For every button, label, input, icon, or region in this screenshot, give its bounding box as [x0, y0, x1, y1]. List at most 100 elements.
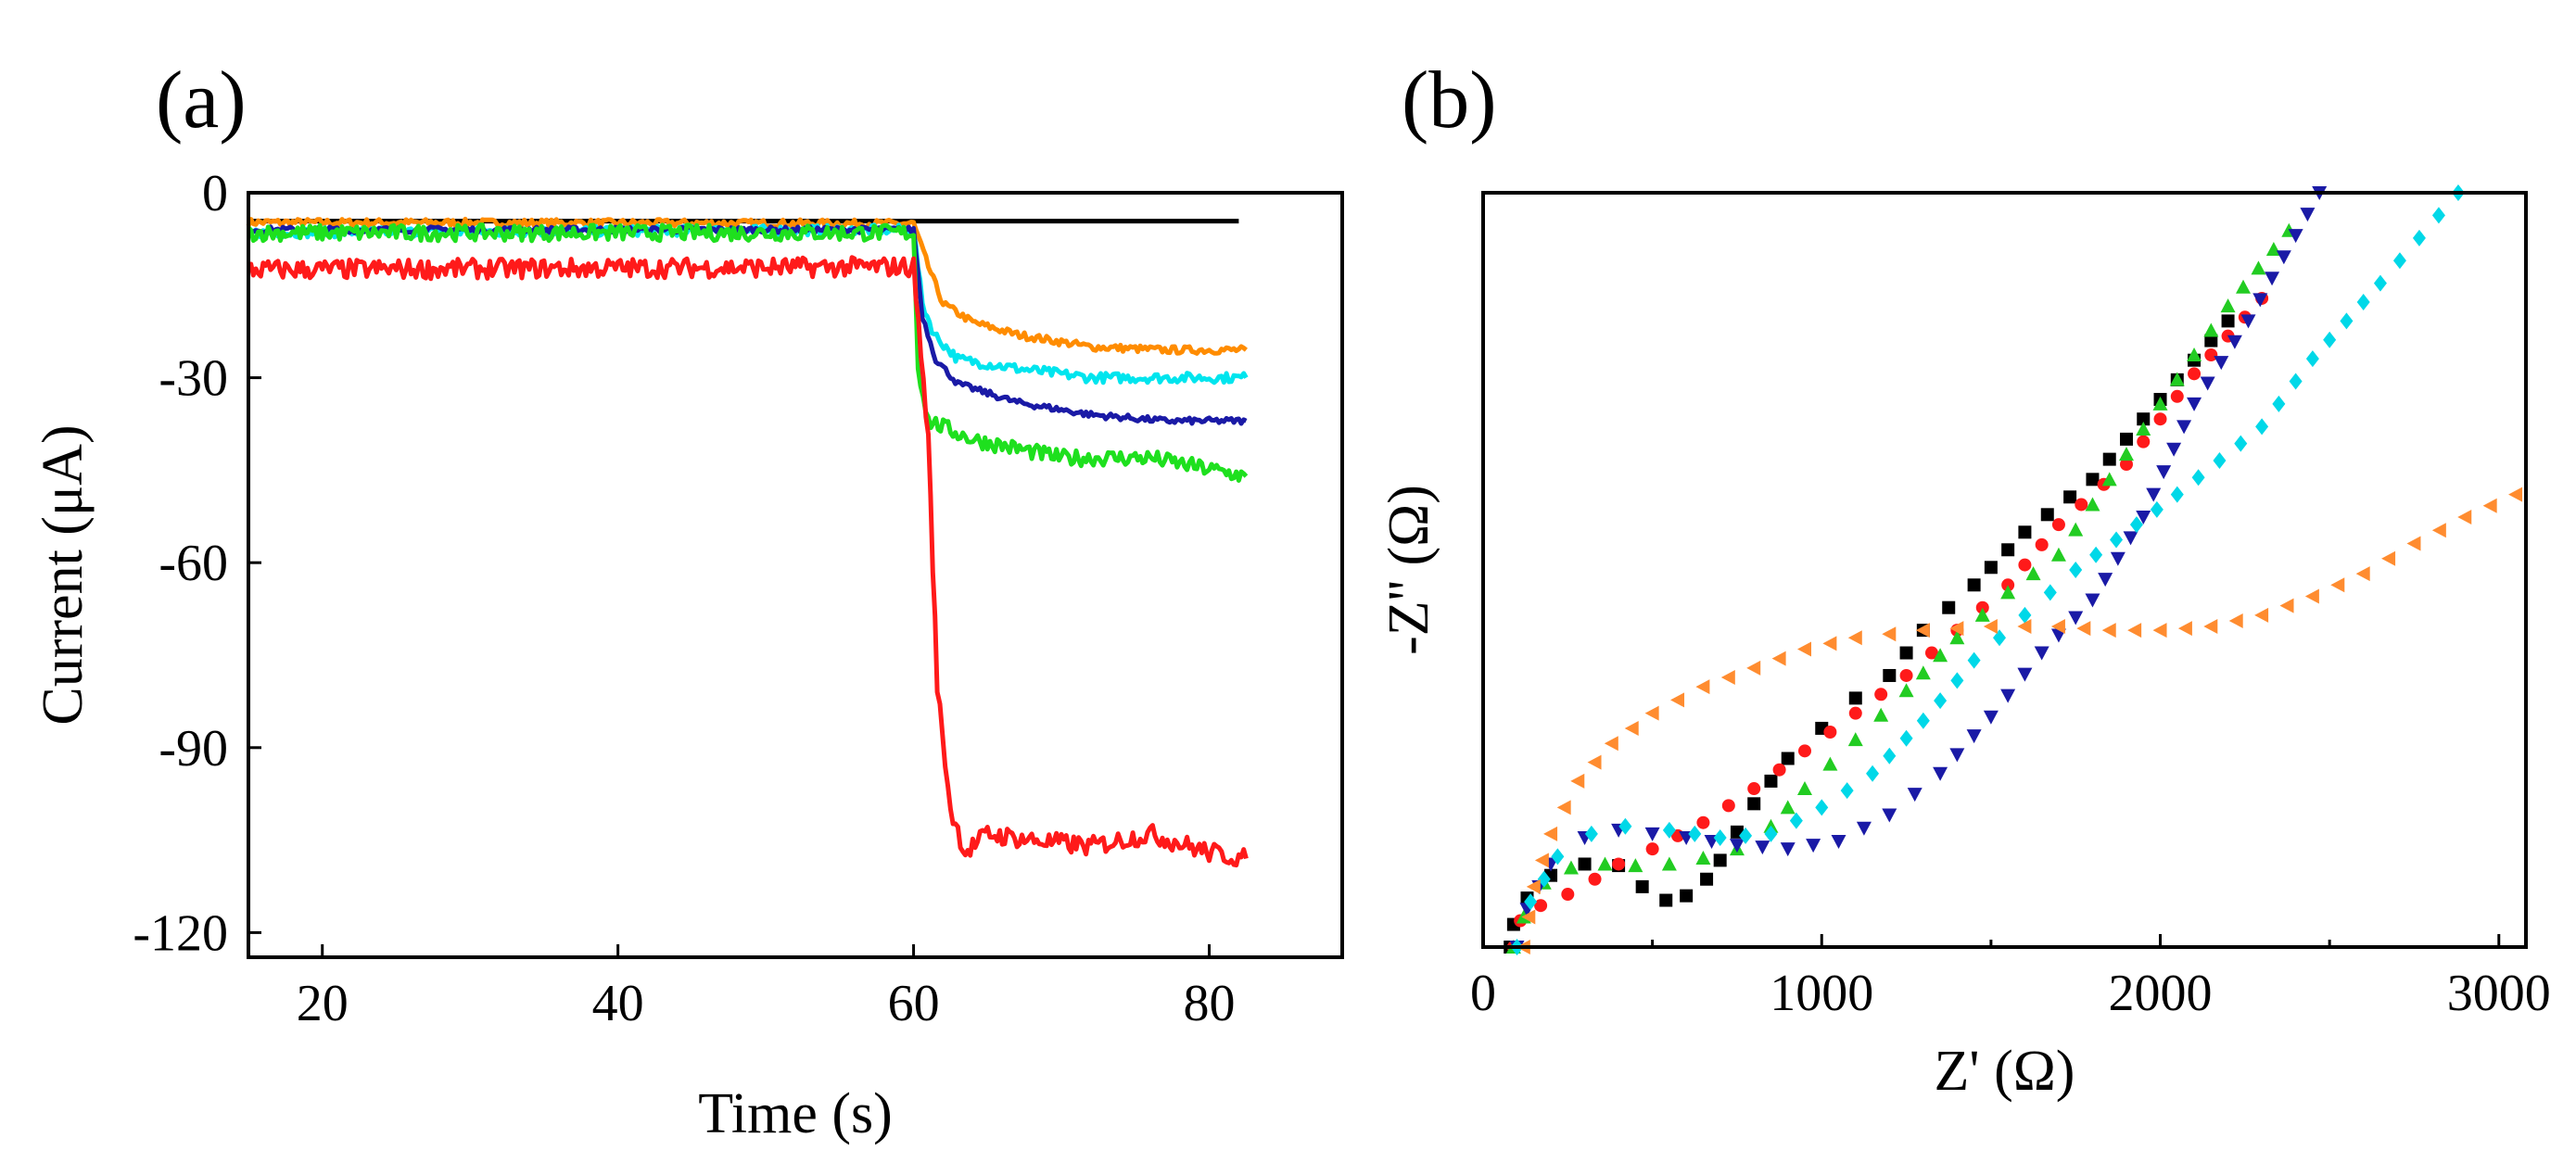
series-group-5 [1516, 487, 2523, 954]
marker-square [1942, 600, 1956, 614]
marker-triangle-up [2068, 522, 2084, 537]
marker-square [2063, 490, 2077, 504]
marker-triangle-up [2085, 497, 2100, 512]
marker-triangle-up [1597, 856, 1613, 871]
marker-diamond [1764, 825, 1778, 842]
marker-square [1713, 853, 1727, 867]
chart-b-nyquist-plot: 0 1000 2000 3000 Z' (Ω) -Z'' (Ω) [1377, 184, 2551, 1103]
marker-diamond [1688, 825, 1702, 842]
marker-square [1578, 857, 1592, 871]
x-tick-label-20: 20 [297, 975, 349, 1032]
marker-square [1764, 774, 1778, 788]
marker-triangle-left [2017, 619, 2032, 635]
marker-triangle-down [1831, 835, 1846, 850]
marker-diamond [2069, 562, 2083, 578]
marker-triangle-down [1882, 808, 1897, 823]
marker-triangle-up [1933, 648, 1948, 663]
marker-triangle-up [2203, 322, 2219, 337]
marker-diamond [2150, 500, 2164, 518]
marker-triangle-left [2381, 550, 2396, 566]
marker-triangle-down [1933, 766, 1948, 781]
marker-triangle-down [1907, 788, 1922, 802]
marker-triangle-down [2288, 229, 2303, 244]
series-line-red [247, 255, 1249, 868]
marker-triangle-left [1521, 909, 1536, 925]
marker-diamond [2110, 531, 2124, 549]
marker-diamond [1584, 825, 1598, 842]
series-line-green [247, 222, 1249, 483]
marker-triangle-down [2240, 314, 2256, 329]
marker-diamond [2213, 451, 2227, 469]
marker-diamond [1815, 799, 1829, 816]
plot-frame-a [247, 191, 1344, 959]
marker-triangle-down [2252, 293, 2268, 308]
marker-diamond [2356, 294, 2370, 311]
marker-triangle-left [1624, 720, 1639, 736]
marker-triangle-down [1755, 840, 1770, 855]
marker-triangle-left [1534, 853, 1549, 868]
marker-diamond [1551, 848, 1565, 866]
marker-triangle-left [1822, 636, 1837, 651]
marker-triangle-up [1949, 630, 1965, 645]
marker-triangle-down [1644, 827, 1660, 841]
marker-circle [1721, 799, 1735, 813]
marker-triangle-down [2136, 511, 2151, 525]
marker-triangle-up [2265, 242, 2281, 257]
marker-circle [2153, 412, 2167, 426]
x-tick-label-0: 0 [1470, 965, 1496, 1022]
marker-square [2018, 525, 2032, 539]
marker-square [1848, 691, 1862, 705]
marker-triangle-up [2251, 260, 2266, 275]
marker-triangle-down [1949, 748, 1965, 763]
x-tick-label-80: 80 [1183, 975, 1235, 1032]
marker-triangle-down [2123, 531, 2138, 546]
panel-a-label: (a) [156, 56, 247, 145]
marker-square [2221, 314, 2235, 328]
marker-diamond [1789, 812, 1803, 829]
marker-triangle-down [2068, 611, 2084, 626]
marker-triangle-left [2431, 523, 2446, 538]
marker-square [1781, 752, 1795, 765]
x-tick-label-40: 40 [592, 975, 644, 1032]
marker-triangle-down [2176, 420, 2192, 435]
marker-circle [1534, 899, 1548, 913]
marker-triangle-left [1915, 623, 1930, 638]
series-group-1 [1506, 291, 2269, 954]
panel-b-label: (b) [1402, 56, 1497, 145]
marker-circle [1899, 668, 1913, 682]
marker-triangle-down [2214, 356, 2229, 371]
marker-triangle-down [2156, 465, 2172, 480]
marker-circle [1874, 688, 1888, 701]
marker-circle [2188, 367, 2202, 381]
marker-triangle-left [2406, 536, 2421, 551]
marker-triangle-down [1806, 839, 1821, 853]
marker-diamond [2043, 584, 2057, 601]
marker-diamond [2289, 373, 2303, 390]
marker-triangle-left [2355, 566, 2370, 582]
marker-triangle-up [1974, 607, 1990, 622]
series-line-blue [247, 224, 1248, 426]
marker-diamond [1950, 672, 1964, 689]
marker-triangle-up [1628, 858, 1643, 873]
marker-triangle-left [2254, 607, 2269, 623]
y-axis-label: -Z'' (Ω) [1377, 485, 1440, 655]
marker-triangle-up [1915, 665, 1931, 680]
marker-triangle-left [2152, 623, 2167, 638]
marker-triangle-down [1983, 710, 1999, 725]
marker-triangle-up [1661, 856, 1677, 871]
marker-diamond [2412, 229, 2426, 246]
marker-diamond [2373, 274, 2387, 292]
marker-diamond [1934, 692, 1948, 710]
x-tick-label-1000: 1000 [1770, 965, 1873, 1022]
marker-triangle-left [1983, 619, 1998, 635]
marker-triangle-left [2228, 613, 2243, 628]
marker-circle [1924, 646, 1938, 660]
marker-triangle-up [2118, 447, 2134, 461]
marker-triangle-left [1847, 630, 1862, 646]
marker-triangle-up [2025, 566, 2041, 581]
marker-triangle-left [2330, 577, 2345, 593]
marker-diamond [2234, 435, 2248, 452]
marker-triangle-down [2300, 208, 2316, 222]
marker-circle [2119, 458, 2133, 472]
marker-triangle-up [2236, 279, 2252, 294]
